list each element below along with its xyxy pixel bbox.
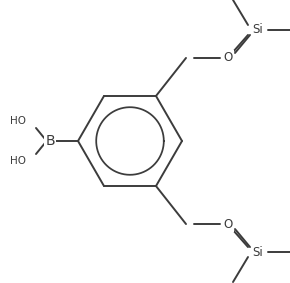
Text: O: O xyxy=(223,52,233,65)
Text: HO: HO xyxy=(10,116,26,126)
Text: O: O xyxy=(223,218,233,231)
Text: B: B xyxy=(45,134,55,148)
Text: Si: Si xyxy=(253,23,263,37)
Text: Si: Si xyxy=(253,246,263,259)
Text: HO: HO xyxy=(10,156,26,166)
